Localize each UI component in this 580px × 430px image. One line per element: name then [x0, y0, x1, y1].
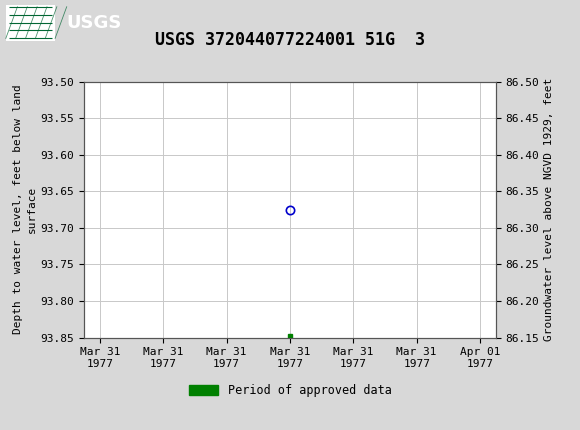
Legend: Period of approved data: Period of approved data: [184, 380, 396, 402]
Y-axis label: Groundwater level above NGVD 1929, feet: Groundwater level above NGVD 1929, feet: [543, 78, 553, 341]
Text: USGS 372044077224001 51G  3: USGS 372044077224001 51G 3: [155, 31, 425, 49]
Text: USGS: USGS: [67, 14, 122, 31]
FancyBboxPatch shape: [6, 4, 55, 41]
Y-axis label: Depth to water level, feet below land
surface: Depth to water level, feet below land su…: [13, 85, 37, 335]
